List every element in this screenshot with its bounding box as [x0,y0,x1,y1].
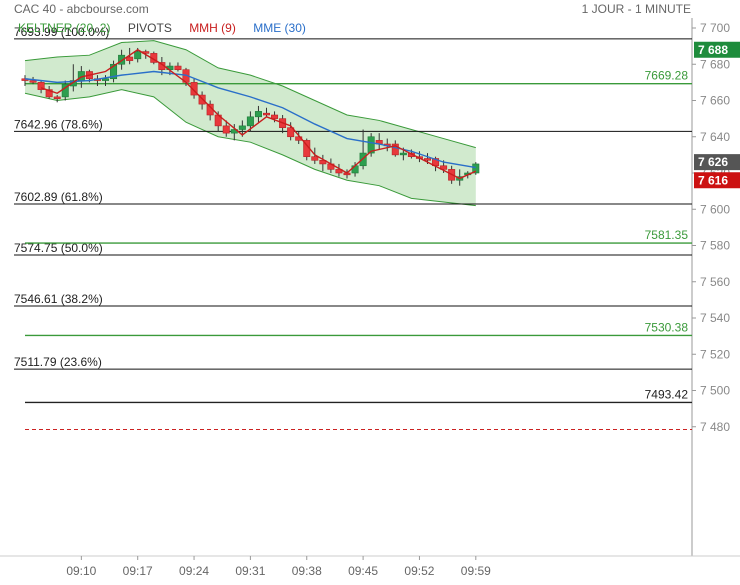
candle-body [367,136,375,154]
candle-body [53,96,61,99]
legend-pivots[interactable]: PIVOTS [127,21,172,35]
pivot-level-label: 7669.28 [645,69,689,83]
y-tick-label: 7 580 [700,239,730,253]
candle-body [246,116,254,127]
pivot-level-label: 7493.42 [645,387,689,401]
mmh-9-line [40,48,477,180]
legend: KELTNER (20, 2) PIVOTS MMH (9) MME (30) [18,21,320,35]
y-tick-label: 7 540 [700,311,730,325]
x-tick-label: 09:59 [461,564,491,578]
candle-body [254,111,262,118]
candle-body [45,89,53,98]
x-tick-label: 09:45 [348,564,378,578]
y-tick-label: 7 700 [700,21,730,35]
price-badge-label: 7 626 [698,155,728,169]
y-tick-label: 7 640 [700,130,730,144]
fib-level-label: 7602.89 (61.8%) [14,190,103,204]
x-tick-label: 09:31 [235,564,265,578]
x-tick-label: 09:10 [66,564,96,578]
price-badge [694,41,740,58]
candle-body [29,80,37,83]
price-badge [694,172,740,189]
candle-body [335,169,343,174]
legend-mme[interactable]: MME (30) [253,21,306,35]
candle-body [440,165,448,170]
price-badge-label: 7 688 [698,43,728,57]
candle-body [238,125,246,130]
y-tick-label: 7 480 [700,420,730,434]
y-tick-label: 7 560 [700,275,730,289]
pivot-level-label: 7581.35 [645,228,689,242]
price-badge [694,154,740,171]
y-tick-label: 7 500 [700,384,730,398]
candle-body [311,156,319,161]
x-tick-label: 09:17 [123,564,153,578]
y-tick-label: 7 520 [700,347,730,361]
candle-body [118,54,126,65]
keltner-upper-line [24,40,476,149]
candle-body [271,114,279,119]
y-tick-label: 7 680 [700,57,730,71]
candle-body [110,63,118,80]
candle-body [37,82,45,90]
candle-body [126,56,134,61]
fib-level-label: 7511.79 (23.6%) [14,355,102,369]
pivot-level-label: 7530.38 [645,320,689,334]
candle-body [319,160,327,165]
legend-keltner[interactable]: KELTNER (20, 2) [18,21,111,35]
chart-title: CAC 40 - abcbourse.com [14,2,149,16]
candle-body [287,127,295,138]
y-tick-label: 7 660 [700,94,730,108]
x-tick-label: 09:52 [404,564,434,578]
chart-period: 1 JOUR - 1 MINUTE [581,2,691,16]
x-tick-label: 09:38 [292,564,322,578]
keltner-lower-line [24,89,476,207]
fib-level-label: 7546.61 (38.2%) [14,292,103,306]
fib-level-label: 7574.75 (50.0%) [14,241,103,255]
y-tick-label: 7 600 [700,202,730,216]
candle-body [262,112,270,116]
candle-body [102,78,110,81]
candle-body [222,125,230,134]
x-tick-label: 09:24 [179,564,209,578]
legend-mmh[interactable]: MMH (9) [189,21,236,35]
candle-body [399,152,407,156]
fib-level-label: 7693.99 (100.0%) [14,25,109,39]
fib-level-label: 7642.96 (78.6%) [14,117,103,131]
candle-body [69,80,77,87]
candle-body [174,65,182,70]
candle-body [423,158,431,161]
candle-body [472,163,480,174]
candle-body [134,51,142,60]
candle-body [391,143,399,156]
price-badge-label: 7 616 [698,173,728,187]
candle-body [190,82,198,96]
